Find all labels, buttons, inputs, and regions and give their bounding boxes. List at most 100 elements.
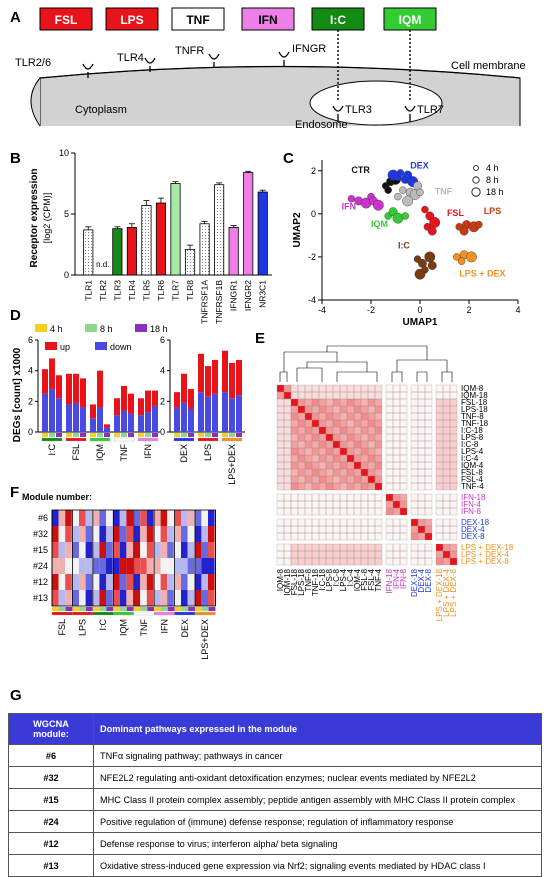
e-cell — [374, 447, 383, 456]
b-y-axis-label: Receptor expression — [29, 169, 40, 268]
stimulus-box — [105, 7, 159, 31]
e-cell — [435, 419, 444, 428]
e-cell — [332, 412, 341, 421]
e-cell — [318, 447, 327, 456]
e-cell — [360, 507, 369, 516]
f-cell — [106, 590, 113, 606]
f-cell — [58, 558, 66, 574]
c-y-tick-label: -2 — [308, 252, 316, 262]
e-cell — [283, 384, 292, 393]
d-group-label: DEX — [179, 444, 189, 463]
e-col-label: IFN-8 — [399, 568, 408, 589]
e-cell — [367, 493, 376, 502]
e-cell — [325, 525, 334, 534]
e-cell — [374, 525, 383, 534]
d-bar-up — [121, 386, 127, 411]
e-cell — [311, 507, 320, 516]
b-category-label: TLR8 — [185, 280, 195, 301]
e-cell — [283, 398, 292, 407]
e-cell — [304, 447, 313, 456]
e-cell — [385, 493, 394, 502]
e-cell — [339, 384, 348, 393]
f-cell — [133, 558, 141, 574]
e-cell — [283, 461, 292, 470]
f-cell — [133, 510, 141, 526]
e-cell — [410, 384, 419, 393]
e-cell — [367, 482, 376, 491]
e-cell — [290, 557, 299, 566]
f-cell — [208, 526, 215, 542]
e-cell — [435, 532, 444, 541]
b-y-tick-label: 10 — [59, 148, 69, 158]
e-cell — [399, 405, 408, 414]
c-point — [384, 186, 392, 194]
e-cell — [410, 493, 419, 502]
module-cell: #13 — [8, 854, 94, 877]
e-cell — [346, 500, 355, 509]
e-cell — [435, 384, 444, 393]
e-col-label: IQM-18 — [283, 568, 292, 595]
table-row: #6 TNFα signaling pathway; pathways in ca… — [8, 744, 542, 767]
e-cell — [424, 500, 433, 509]
e-cell — [276, 447, 285, 456]
e-cell — [442, 468, 451, 477]
cell-membrane-line — [39, 65, 521, 79]
d-group-strip — [65, 437, 87, 442]
d-bar-down — [236, 395, 242, 432]
d-time-strip — [222, 433, 228, 437]
c-group-label: FSL — [447, 208, 465, 218]
e-cell — [392, 440, 401, 449]
e-cell — [318, 543, 327, 552]
e-cell — [424, 426, 433, 435]
e-cell — [318, 482, 327, 491]
f-cell — [79, 574, 86, 590]
e-cell — [325, 454, 334, 463]
e-cell — [325, 384, 334, 393]
e-cell — [283, 518, 292, 527]
e-cell — [399, 468, 408, 477]
c-y-tick-label: -4 — [308, 295, 316, 305]
c-point — [403, 170, 413, 180]
e-cell — [325, 433, 334, 442]
e-cell — [325, 405, 334, 414]
d-group-label: LPS+DEX — [227, 444, 237, 485]
table-header-row: WGCNA module: Dominant pathways expresse… — [8, 713, 542, 745]
b-category-label: TLR2 — [98, 280, 108, 301]
d-bar-down — [229, 398, 235, 432]
e-cell — [360, 447, 369, 456]
e-cell — [325, 482, 334, 491]
e-cell — [442, 391, 451, 400]
stimulus-label: TNF — [186, 13, 209, 27]
e-cell — [410, 557, 419, 566]
e-cell — [417, 518, 426, 527]
d-bar-down — [73, 402, 79, 432]
e-cell — [442, 433, 451, 442]
e-cell — [367, 433, 376, 442]
f-cell — [113, 590, 120, 606]
f-column-label: TNF — [139, 619, 149, 637]
stimulus-label: LPS — [120, 13, 143, 27]
c-point — [424, 251, 436, 263]
d-y-tick-label: 6 — [160, 335, 165, 345]
f-cell — [174, 526, 181, 542]
e-cell — [449, 461, 458, 470]
e-cell — [449, 412, 458, 421]
b-bar — [228, 227, 239, 276]
e-cell — [304, 525, 313, 534]
e-cell — [392, 398, 401, 407]
b-category-label: TLR5 — [141, 280, 151, 301]
c-point — [402, 195, 414, 207]
panel-e-correlation-heatmap: IQM-8IQM-8IQM-18IQM-18FSL-18FSL-18LPS-18… — [276, 345, 514, 621]
e-cell — [353, 475, 362, 484]
d-time-strip — [152, 433, 158, 437]
module-cell: #12 — [8, 832, 94, 855]
e-cell — [367, 468, 376, 477]
f-time-strip — [52, 607, 59, 611]
e-cell — [410, 433, 419, 442]
e-cell — [318, 493, 327, 502]
e-cell — [385, 525, 394, 534]
e-cell — [392, 475, 401, 484]
e-cell — [304, 518, 313, 527]
e-cell — [399, 525, 408, 534]
f-cell — [187, 558, 195, 574]
